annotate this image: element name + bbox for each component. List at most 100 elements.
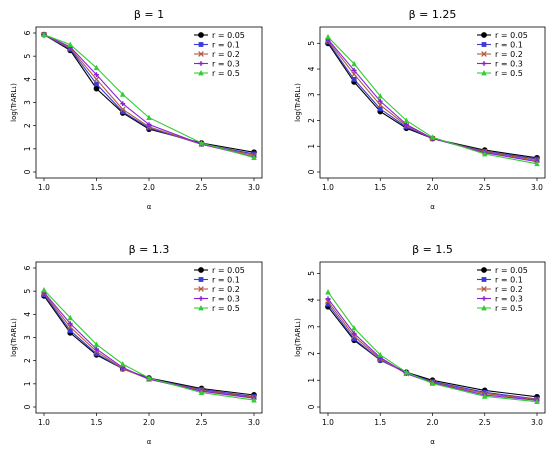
x-tick-label: 1.5 (91, 418, 103, 427)
y-tick-label: 0 (23, 169, 32, 174)
x-tick-label: 3.0 (531, 418, 543, 427)
y-tick-label: 1 (307, 378, 316, 383)
y-tick-label: 4 (307, 66, 316, 71)
series-r-0-5 (41, 31, 257, 161)
data-point (534, 160, 540, 167)
data-point (325, 39, 331, 45)
legend-marker (481, 61, 487, 66)
data-point (377, 106, 383, 112)
data-point (377, 351, 384, 358)
legend: r = 0.05r = 0.1r = 0.2r = 0.3r = 0.5 (477, 31, 528, 78)
data-point (351, 331, 357, 336)
legend-label: r = 0.2 (212, 50, 240, 59)
x-tick-label: 3.0 (248, 183, 260, 192)
legend-label: r = 0.2 (212, 285, 240, 294)
legend-marker (481, 70, 487, 76)
data-point (146, 125, 152, 131)
y-tick-label: 0 (23, 404, 32, 409)
x-tick-label: 1.0 (38, 183, 50, 192)
legend-marker (198, 61, 204, 66)
y-tick-label: 4 (23, 77, 32, 82)
x-tick-label: 2.5 (479, 418, 491, 427)
data-point (251, 151, 257, 157)
data-point (93, 341, 100, 347)
data-point (351, 325, 357, 331)
x-tick-label: 1.5 (374, 183, 386, 192)
legend-marker (481, 296, 487, 301)
x-tick-label: 1.0 (322, 183, 334, 192)
legend-label: r = 0.05 (495, 31, 528, 40)
legend-marker (198, 286, 204, 292)
legend-label: r = 0.05 (495, 266, 528, 275)
y-tick-label: 2 (23, 358, 32, 363)
legend-label: r = 0.1 (495, 41, 523, 50)
legend-label: r = 0.05 (212, 266, 245, 275)
x-tick-label: 2.5 (479, 183, 491, 192)
chart-title: β = 1.25 (409, 8, 457, 21)
data-point (41, 31, 47, 38)
x-axis-label: α (147, 203, 152, 211)
data-point (94, 72, 99, 78)
data-point (93, 76, 100, 83)
x-tick-label: 2.0 (143, 418, 155, 427)
y-tick-label: 3 (307, 324, 316, 329)
data-point (251, 154, 257, 161)
legend-label: r = 0.3 (495, 60, 523, 69)
y-tick-label: 5 (23, 289, 32, 294)
legend-marker (481, 286, 487, 292)
legend-marker (198, 296, 204, 301)
y-tick-label: 6 (23, 265, 32, 270)
y-tick-label: 1 (23, 381, 32, 386)
data-point (67, 41, 74, 47)
y-axis-label: log(TrARL₁) (10, 83, 18, 122)
data-point (351, 60, 357, 67)
data-point (119, 91, 126, 97)
data-point (325, 33, 331, 40)
legend-label: r = 0.1 (212, 41, 240, 50)
legend-marker (481, 267, 487, 273)
legend-label: r = 0.05 (212, 31, 245, 40)
data-point (119, 361, 126, 367)
legend-marker (198, 305, 204, 311)
data-point (94, 351, 99, 357)
data-point (67, 314, 74, 321)
data-point (351, 336, 357, 342)
legend-marker (198, 277, 204, 282)
data-point (351, 67, 357, 73)
data-point (351, 76, 357, 82)
x-tick-label: 1.0 (38, 418, 50, 427)
legend: r = 0.05r = 0.1r = 0.2r = 0.3r = 0.5 (194, 266, 245, 313)
data-point (120, 109, 126, 115)
data-point (377, 357, 383, 363)
legend-label: r = 0.3 (495, 295, 523, 304)
series-r-0-5 (41, 287, 257, 403)
legend-marker (481, 277, 487, 282)
data-point (93, 64, 100, 71)
data-point (67, 328, 73, 333)
legend-label: r = 0.5 (495, 69, 523, 78)
data-point (377, 102, 384, 108)
y-tick-label: 2 (23, 123, 32, 128)
x-tick-label: 1.5 (91, 183, 103, 192)
data-point (403, 124, 409, 130)
x-tick-label: 3.0 (531, 183, 543, 192)
x-axis-label: α (147, 438, 152, 446)
data-point (482, 389, 488, 395)
chart-title: β = 1.3 (129, 243, 170, 256)
panel-4: β = 1.5 1.0 1.5 2.0 2.5 3.0 0 1 2 3 4 5 α log(TrARL₁)… (294, 243, 546, 446)
data-point (146, 122, 152, 127)
panel-1: β = 1 1.0 1.5 2.0 2.5 3.0 0 1 2 3 4 5 6 α log(TrARL₁) r… (10, 8, 263, 211)
chart-title: β = 1.5 (412, 243, 453, 256)
data-point (325, 289, 331, 295)
data-point (119, 106, 126, 113)
legend-marker (198, 42, 204, 47)
data-point (325, 296, 331, 302)
data-point (403, 117, 410, 123)
x-tick-label: 1.5 (374, 418, 386, 427)
data-point (146, 375, 152, 381)
legend-marker (481, 51, 487, 57)
data-point (481, 150, 488, 157)
legend-label: r = 0.3 (212, 60, 240, 69)
series-r-0-5 (325, 33, 540, 167)
